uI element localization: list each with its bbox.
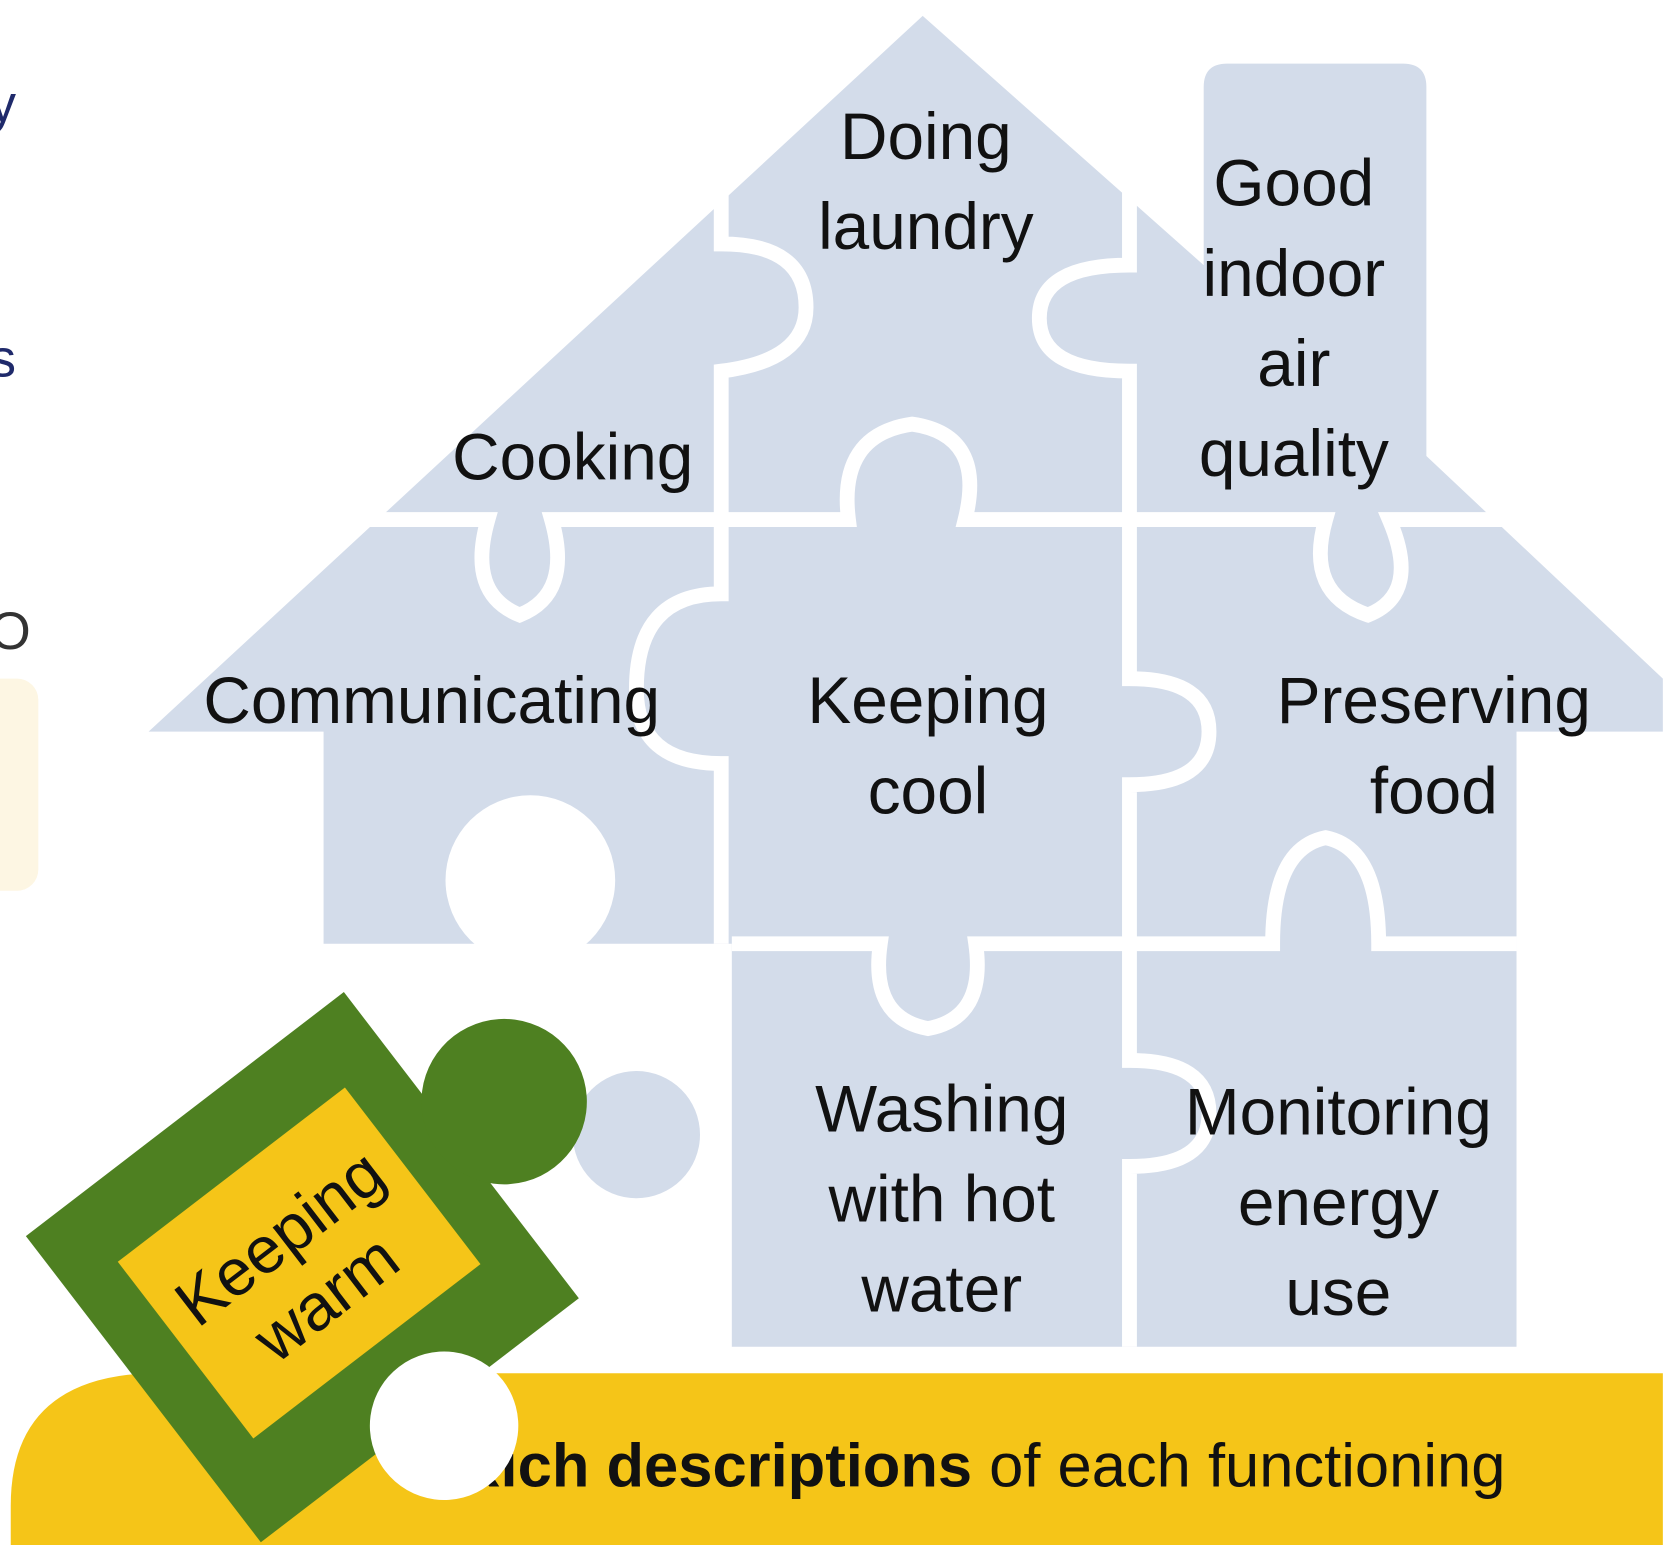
missing-knob [446,795,616,965]
puzzle-knob [573,1071,700,1198]
edge-fragment: O [0,602,31,661]
label-line: air [1257,326,1330,400]
edge-fragment: y [0,75,17,134]
label-line: Doing [840,99,1012,173]
label-line: with hot [828,1162,1056,1236]
label-line: energy [1238,1165,1439,1239]
label-line: quality [1199,416,1389,490]
label-line: Washing [815,1071,1068,1145]
banner-bold: Rich descriptions [456,1432,972,1501]
diagram: Rich descriptionsof each functioning Kee… [0,0,1663,1545]
piece-label: Communicating [203,663,660,737]
banner-rest: of each functioning [989,1432,1505,1501]
label-line: Communicating [203,663,660,737]
label-line: use [1285,1255,1391,1329]
label-line: cool [868,753,989,827]
label-line: Good [1213,146,1374,220]
page: Rich descriptionsof each functioning Kee… [0,0,1663,1545]
clipped-box [0,679,38,891]
label-line: water [860,1252,1022,1326]
label-line: food [1370,753,1498,827]
label-line: Keeping [807,663,1048,737]
edge-fragment: s [0,329,16,388]
label-line: Monitoring [1185,1075,1492,1149]
label-line: indoor [1202,236,1385,310]
edge-fragments: ys)O [0,75,31,661]
label-line: laundry [818,189,1034,263]
label-line: Preserving [1277,663,1591,737]
piece-label: Cooking [452,419,693,493]
label-line: Cooking [452,419,693,493]
